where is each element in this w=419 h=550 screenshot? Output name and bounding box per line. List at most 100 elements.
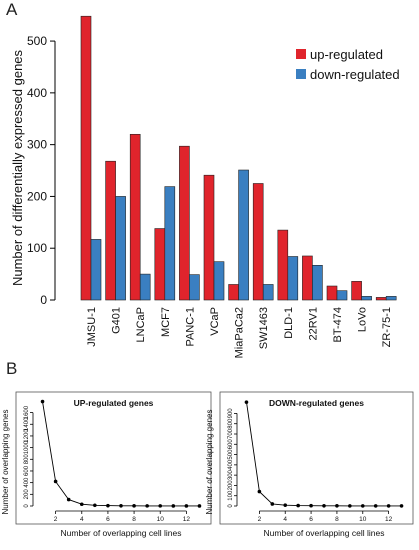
bar-down-MCF7 (164, 186, 176, 301)
down-plot-data-point (257, 489, 262, 494)
up-plot-data-point (158, 504, 163, 508)
y-tick-label: 100 (27, 241, 47, 255)
up-plot-data-point (53, 479, 58, 484)
down-plot-x-tick-label: 2 (258, 516, 262, 523)
down-plot-data-point (373, 504, 378, 508)
legend-label-down: down-regulated (310, 67, 400, 82)
y-tick-label: 400 (27, 86, 47, 100)
down-plot-data-point (348, 504, 352, 508)
y-tick-label: 0 (40, 293, 47, 307)
down-plot-y-tick-label: 100 (228, 490, 234, 501)
legend-swatch-up (296, 49, 306, 59)
up-plot-data-point (40, 399, 45, 404)
down-plot-data-point (322, 503, 326, 508)
x-category-label: SW1463 (258, 307, 270, 349)
up-plot-data-point (66, 497, 71, 502)
x-category-label: VCaP (209, 307, 221, 336)
down-plot-y-tick-label: 900 (228, 408, 234, 419)
up-plot-data-point (197, 504, 202, 508)
legend-swatch-down (296, 69, 306, 79)
down-plot-data-point (309, 503, 313, 508)
bar-up-SW1463 (252, 183, 264, 301)
down-plot-x-tick-label: 10 (359, 516, 367, 523)
bar-up-VCaP (203, 174, 215, 301)
bar-down-SW1463 (262, 284, 274, 301)
up-plot-x-tick-label: 4 (80, 516, 84, 523)
up-plot-x-tick-label: 6 (106, 516, 110, 523)
down-plot-x-tick-label: 6 (309, 516, 313, 523)
x-category-label: JMSU-1 (86, 307, 98, 347)
bar-down-MiaPaCa2 (238, 169, 249, 301)
down-plot-y-tick-label: 400 (228, 459, 234, 470)
down-plot-x-axis-title: Number of overlapping cell lines (264, 528, 385, 538)
up-plot-data-point (79, 502, 84, 507)
up-plot-y-tick-label: 0 (24, 504, 30, 508)
down-plot-data-point (335, 503, 339, 508)
down-plot-y-tick-label: 500 (228, 449, 234, 460)
y-tick-label: 200 (27, 189, 47, 203)
down-plot-title: DOWN-regulated genes (269, 398, 364, 408)
down-plot-y-axis-title: Number of overlapping genes (205, 410, 214, 515)
x-category-label: ZR-75-1 (381, 307, 393, 347)
up-plot-data-point (171, 504, 176, 508)
bar-down-VCaP (213, 261, 225, 301)
x-category-label: LNCaP (135, 307, 147, 342)
y-tick-label: 500 (27, 34, 47, 48)
down-plot-y-tick-label: 800 (228, 418, 234, 429)
down-plot-x-tick-label: 4 (283, 516, 287, 523)
bar-down-DLD-1 (287, 256, 299, 301)
up-plot-data-point (93, 503, 97, 508)
bar-down-ZR-75-1 (385, 296, 397, 301)
x-category-label: G401 (111, 307, 123, 334)
x-category-label: DLD-1 (283, 307, 295, 339)
bar-down-LNCaP (139, 273, 151, 301)
up-plot-y-axis-title: Number of overlapping genes (1, 410, 10, 515)
bar-up-JMSU-1 (80, 15, 92, 301)
down-plot-y-tick-label: 200 (228, 480, 234, 491)
up-plot-y-tick-label: 1600 (24, 405, 30, 419)
panel-letter-b: B (6, 359, 18, 378)
down-plot-data-point (283, 503, 288, 507)
up-plot-x-tick-label: 8 (132, 516, 136, 523)
down-plot-y-tick-label: 300 (228, 469, 234, 480)
down-plot-data-point (360, 504, 365, 508)
y-tick-label: 300 (27, 138, 47, 152)
up-plot-x-tick-label: 12 (183, 516, 191, 523)
bar-down-G401 (115, 196, 126, 301)
down-plot-y-tick-label: 600 (228, 439, 234, 450)
down-plot-y-tick-label: 0 (228, 504, 234, 508)
bar-up-LoVo (351, 281, 362, 301)
up-plot-y-tick-label: 600 (24, 465, 30, 476)
up-plot-data-point (145, 504, 149, 508)
x-category-label: MiaPaCa2 (234, 307, 246, 358)
bar-down-PANC-1 (189, 274, 200, 301)
bar-up-PANC-1 (179, 145, 190, 301)
up-plot-y-tick-label: 1400 (24, 417, 30, 431)
bar-down-JMSU-1 (90, 239, 102, 301)
up-plot-data-point (119, 503, 123, 508)
bar-down-LoVo (361, 296, 372, 301)
down-plot-series-line (246, 402, 402, 507)
down-plot-data-point (244, 400, 249, 404)
up-plot-frame (15, 391, 212, 525)
up-plot-title: UP-regulated genes (74, 398, 154, 408)
down-plot-data-point (399, 504, 404, 508)
bar-up-LNCaP (129, 133, 141, 301)
down-plot-frame (219, 391, 414, 525)
bar-down-BT-474 (336, 290, 348, 301)
up-plot-data-point (106, 503, 110, 508)
up-plot-y-tick-label: 800 (24, 454, 30, 465)
up-plot-y-tick-label: 200 (24, 489, 30, 500)
up-plot-series-line (42, 401, 200, 507)
up-plot-y-tick-label: 1200 (24, 429, 30, 443)
up-plot-y-tick-label: 1000 (24, 440, 30, 454)
down-plot-x-tick-label: 8 (335, 516, 339, 523)
down-plot-y-tick-label: 700 (228, 428, 234, 439)
down-plot-data-point (270, 502, 275, 506)
down-plot-x-tick-label: 12 (385, 516, 393, 523)
up-plot-x-tick-label: 2 (54, 516, 58, 523)
up-plot-x-axis-title: Number of overlapping cell lines (61, 528, 182, 538)
x-category-label: LoVo (357, 307, 369, 332)
